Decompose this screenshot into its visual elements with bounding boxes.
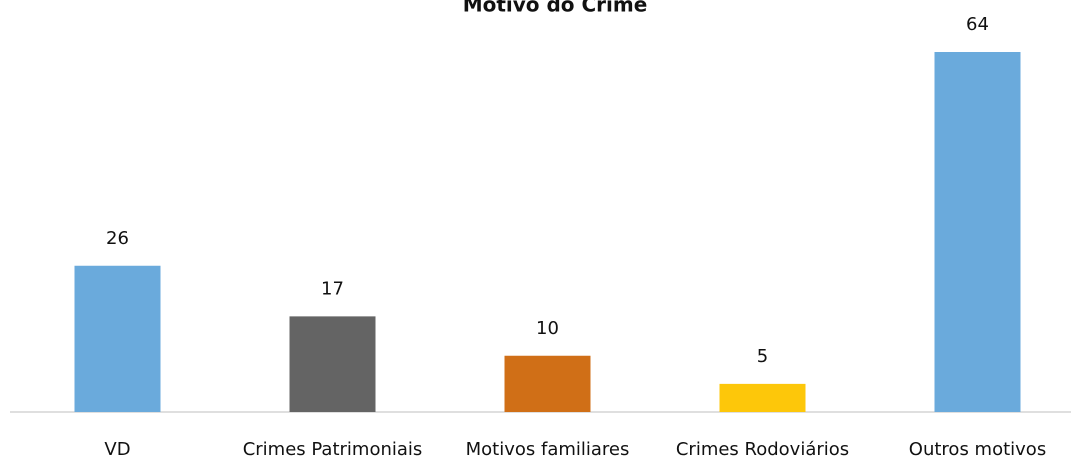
- data-label: 17: [321, 278, 344, 299]
- x-tick-label: Crimes Rodoviários: [676, 439, 849, 458]
- data-label: 26: [106, 228, 129, 249]
- x-tick-label: Motivos familiares: [466, 439, 630, 458]
- x-tick-label: VD: [104, 439, 130, 458]
- bar: [719, 383, 806, 412]
- x-tick-label: Outros motivos: [909, 439, 1046, 458]
- bar: [504, 355, 591, 412]
- chart-title: Motivo do Crime: [463, 0, 648, 17]
- bar: [74, 265, 161, 412]
- x-tick-label: Crimes Patrimoniais: [243, 439, 423, 458]
- data-label: 5: [757, 346, 768, 367]
- data-label: 64: [966, 14, 989, 35]
- data-label: 10: [536, 318, 559, 339]
- bar: [289, 316, 376, 412]
- bar: [934, 52, 1021, 412]
